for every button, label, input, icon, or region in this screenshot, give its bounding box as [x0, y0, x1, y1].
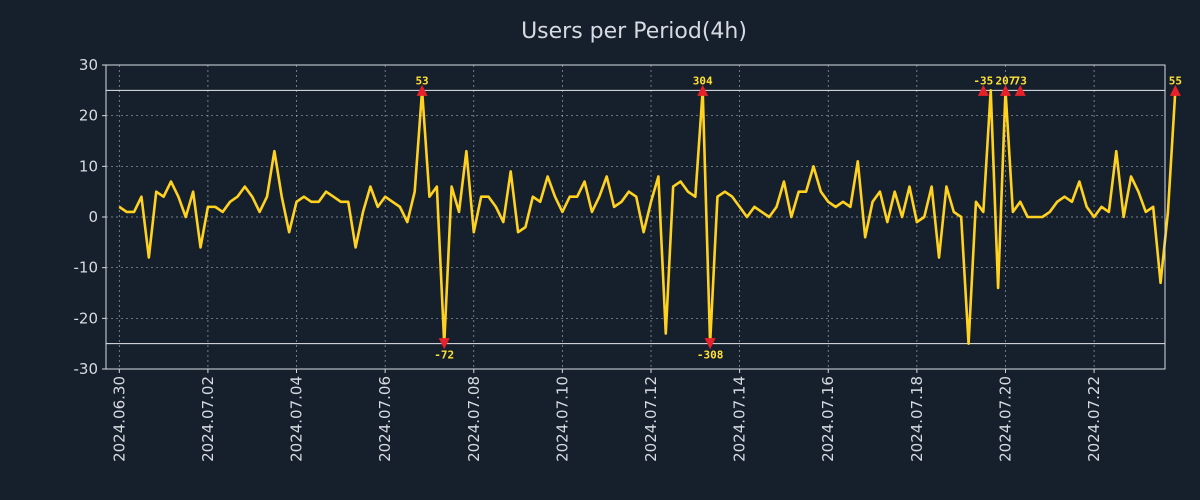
y-tick-label: -30 — [74, 360, 99, 378]
peak-annotation: -35 — [973, 74, 993, 87]
series-layer — [118, 89, 1177, 345]
threshold-lines — [106, 89, 1165, 345]
x-tick-label: 2024.07.08 — [465, 376, 483, 462]
x-tick-label: 2024.07.10 — [553, 376, 571, 462]
trough-marker — [438, 338, 450, 350]
y-tick-label: -20 — [74, 309, 99, 327]
chart-title: Users per Period(4h) — [521, 19, 747, 44]
peak-marker — [697, 84, 709, 96]
x-tick-label: 2024.07.20 — [996, 376, 1014, 462]
x-tick-label: 2024.07.04 — [288, 376, 306, 462]
y-tick-label: 10 — [79, 157, 98, 175]
trough-marker — [704, 338, 716, 350]
axis-layer: -30 -20 -10 0 10 20 30 2024.06.30 2024.07.02 2024… — [74, 56, 1104, 462]
peak-annotation: 53 — [415, 74, 428, 87]
peak-marker — [416, 84, 428, 96]
y-tick-label: 20 — [79, 107, 98, 125]
peak-annotation: -308 — [697, 349, 724, 362]
peak-annotation: -72 — [434, 349, 454, 362]
peak-marker — [999, 84, 1011, 96]
x-tick-label: 2024.06.30 — [110, 376, 128, 462]
peak-annotation: 73 — [1014, 74, 1027, 87]
peak-annotation: 55 — [1169, 74, 1182, 87]
peak-marker — [977, 84, 989, 96]
y-tick-label: 0 — [88, 208, 98, 226]
series-line-users — [118, 89, 1177, 345]
peak-annotation: 207 — [996, 74, 1016, 87]
x-tick-label: 2024.07.12 — [642, 376, 660, 462]
x-tick-label: 2024.07.06 — [376, 376, 394, 462]
y-tick-label: -10 — [74, 259, 99, 277]
peak-annotation: 304 — [693, 74, 713, 87]
marker-layer — [416, 84, 1181, 350]
x-tick-label: 2024.07.22 — [1085, 376, 1103, 462]
y-tick-label: 30 — [79, 56, 98, 74]
x-tick-label: 2024.07.16 — [819, 376, 837, 462]
peak-marker — [1014, 84, 1026, 96]
x-tick-label: 2024.07.18 — [908, 376, 926, 462]
x-tick-label: 2024.07.02 — [199, 376, 217, 462]
x-tick-label: 2024.07.14 — [731, 376, 749, 462]
peak-marker — [1169, 84, 1181, 96]
